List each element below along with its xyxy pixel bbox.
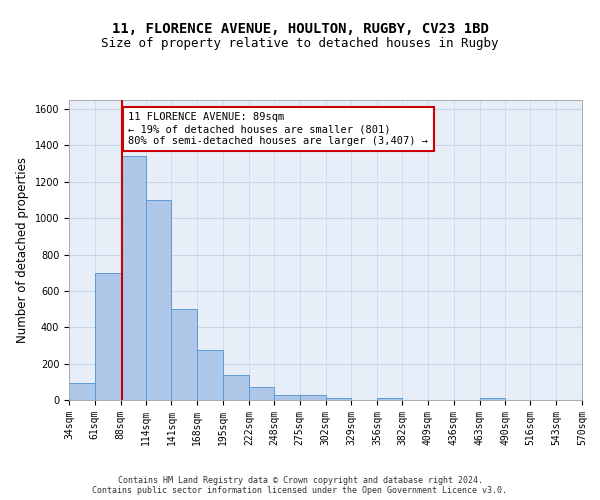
Bar (69, 382, 95, 400)
Bar (299, 394, 325, 400)
Bar (146, 200, 172, 400)
Bar (479, 398, 505, 400)
Bar (249, 388, 274, 400)
Text: Size of property relative to detached houses in Rugby: Size of property relative to detached ho… (101, 38, 499, 51)
Bar (325, 398, 352, 400)
Y-axis label: Number of detached properties: Number of detached properties (16, 157, 29, 343)
Text: Contains HM Land Registry data © Crown copyright and database right 2024.
Contai: Contains HM Land Registry data © Crown c… (92, 476, 508, 495)
Bar (223, 376, 249, 400)
Bar (121, 156, 146, 400)
Bar (197, 350, 223, 400)
Text: 11, FLORENCE AVENUE, HOULTON, RUGBY, CV23 1BD: 11, FLORENCE AVENUE, HOULTON, RUGBY, CV2… (112, 22, 488, 36)
Bar (274, 394, 299, 400)
Bar (95, 272, 121, 400)
Bar (172, 309, 197, 400)
Bar (377, 398, 402, 400)
Text: 11 FLORENCE AVENUE: 89sqm
← 19% of detached houses are smaller (801)
80% of semi: 11 FLORENCE AVENUE: 89sqm ← 19% of detac… (128, 112, 428, 146)
